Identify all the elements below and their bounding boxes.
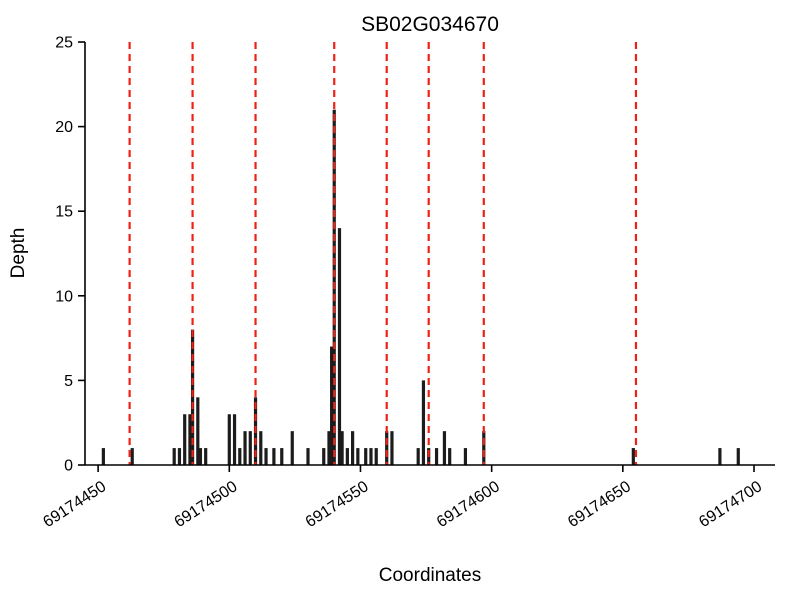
depth-bar [463,448,468,465]
depth-bar [238,448,242,465]
vlines-layer [128,42,638,465]
depth-bar [330,346,334,465]
depth-bar [327,431,331,465]
depth-bar [183,414,187,465]
y-tick-label: 0 [64,458,73,475]
y-tick-label: 20 [55,119,73,136]
depth-bar [482,431,486,465]
depth-bar [736,448,740,465]
y-tick-label: 15 [55,204,73,221]
depth-bar [448,448,452,465]
y-axis-label: Depth [8,228,29,279]
depth-bar [272,448,276,465]
y-tick-label: 25 [55,35,73,52]
depth-bar [198,448,203,465]
depth-bar [259,431,263,465]
depth-bar [101,448,105,465]
depth-bar [337,228,342,465]
depth-bar [243,431,247,465]
x-tick-label: 69174450 [40,478,109,531]
x-tick-label: 69174700 [696,478,765,531]
depth-bar [227,414,231,465]
depth-bar [385,431,389,465]
depth-bar [306,448,310,465]
depth-bar [356,448,360,465]
depth-bar [248,431,252,465]
y-tick-label: 5 [64,373,73,390]
depth-bar [345,448,349,465]
depth-bar [188,414,192,465]
depth-bar [232,414,237,465]
depth-bar [130,448,134,465]
depth-bar [434,448,439,465]
x-tick-label: 69174550 [303,478,372,531]
axes-layer: 0 5 10 15 20 25 69174450 69174500 69174550 691746… [40,35,775,531]
depth-bar [172,448,176,465]
depth-bar [364,448,368,465]
depth-bar [351,431,355,465]
depth-bar [322,448,326,465]
depth-bar [631,448,635,465]
depth-bar [421,380,426,465]
depth-bar [280,448,284,465]
depth-bar [416,448,420,465]
depth-bar [190,329,195,465]
depth-bar [177,448,182,465]
depth-bar [340,431,344,465]
depth-bar [442,431,447,465]
depth-bar [374,448,378,465]
depth-bar [369,448,373,465]
bars-layer [101,109,740,466]
x-axis-label: Coordinates [379,565,481,586]
chart-title: SB02G034670 [361,13,499,36]
x-tick-label: 69174500 [172,478,241,531]
depth-bar [718,448,722,465]
depth-bar [390,431,394,465]
depth-bar [264,448,268,465]
x-tick-label: 69174650 [565,478,634,531]
depth-bar [204,448,208,465]
depth-bar [290,431,294,465]
x-tick-label: 69174600 [434,478,503,531]
depth-bar [196,397,200,465]
y-tick-label: 10 [55,288,73,305]
